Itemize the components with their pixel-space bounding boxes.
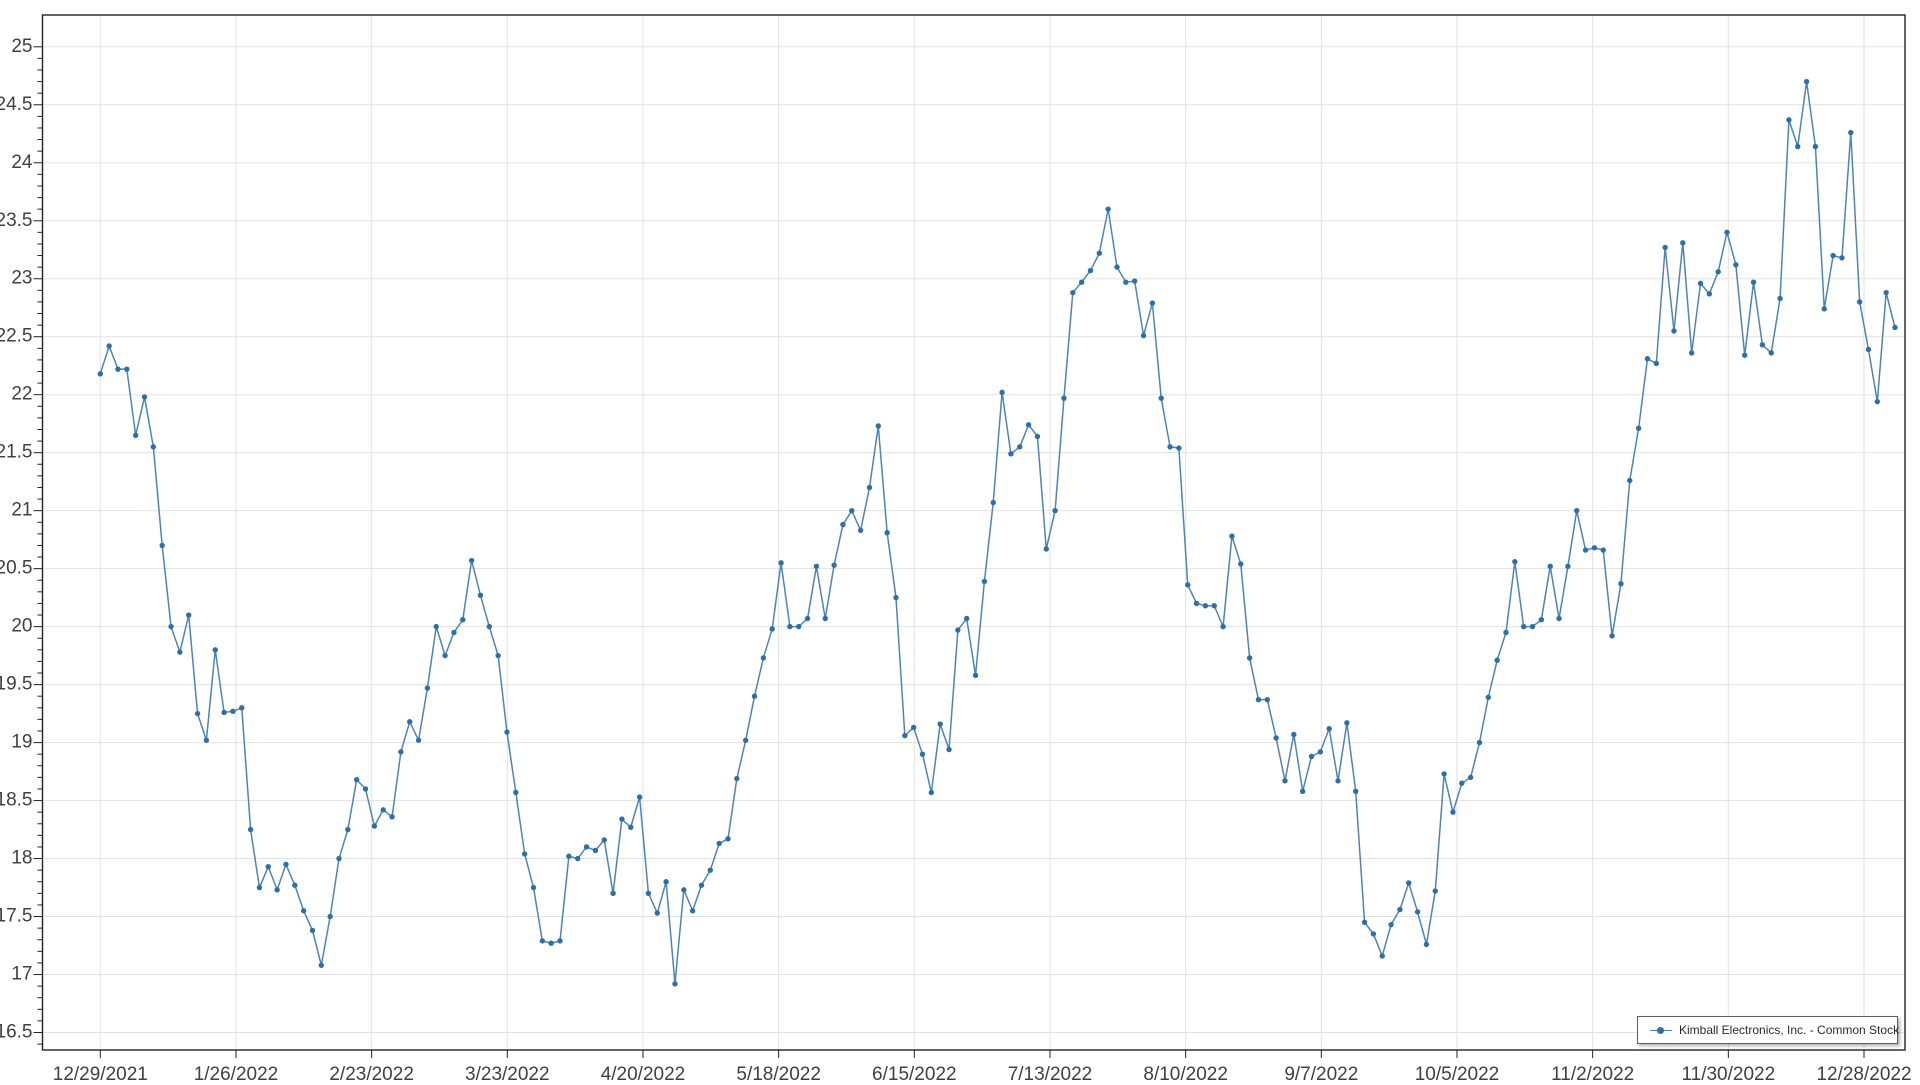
svg-text:19: 19	[11, 732, 32, 753]
svg-text:4/20/2022: 4/20/2022	[601, 1064, 686, 1080]
svg-text:18: 18	[11, 848, 32, 869]
svg-text:3/23/2022: 3/23/2022	[465, 1064, 550, 1080]
svg-text:11/30/2022: 11/30/2022	[1681, 1064, 1775, 1080]
svg-text:24.5: 24.5	[0, 94, 33, 115]
svg-text:23: 23	[11, 268, 32, 289]
svg-text:24: 24	[11, 152, 33, 173]
svg-text:10/5/2022: 10/5/2022	[1415, 1064, 1500, 1080]
svg-text:5/18/2022: 5/18/2022	[736, 1064, 821, 1080]
svg-text:8/10/2022: 8/10/2022	[1143, 1064, 1228, 1080]
svg-text:23.5: 23.5	[0, 210, 33, 231]
svg-text:16.5: 16.5	[0, 1022, 33, 1043]
svg-text:25: 25	[11, 36, 32, 57]
svg-text:19.5: 19.5	[0, 674, 33, 695]
svg-text:12/29/2021: 12/29/2021	[53, 1064, 148, 1080]
svg-text:18.5: 18.5	[0, 790, 33, 811]
svg-text:20.5: 20.5	[0, 558, 33, 579]
svg-text:22.5: 22.5	[0, 326, 33, 347]
svg-text:17.5: 17.5	[0, 906, 33, 927]
svg-text:17: 17	[11, 964, 32, 985]
svg-text:1/26/2022: 1/26/2022	[194, 1064, 279, 1080]
svg-text:9/7/2022: 9/7/2022	[1284, 1064, 1358, 1080]
svg-text:7/13/2022: 7/13/2022	[1008, 1064, 1093, 1080]
svg-text:20: 20	[11, 616, 32, 637]
svg-text:12/28/2022: 12/28/2022	[1816, 1064, 1911, 1080]
svg-text:22: 22	[11, 384, 32, 405]
svg-text:11/2/2022: 11/2/2022	[1551, 1064, 1634, 1080]
svg-text:21: 21	[11, 500, 32, 521]
svg-text:2/23/2022: 2/23/2022	[329, 1064, 414, 1080]
svg-text:21.5: 21.5	[0, 442, 33, 463]
svg-text:6/15/2022: 6/15/2022	[872, 1064, 957, 1080]
